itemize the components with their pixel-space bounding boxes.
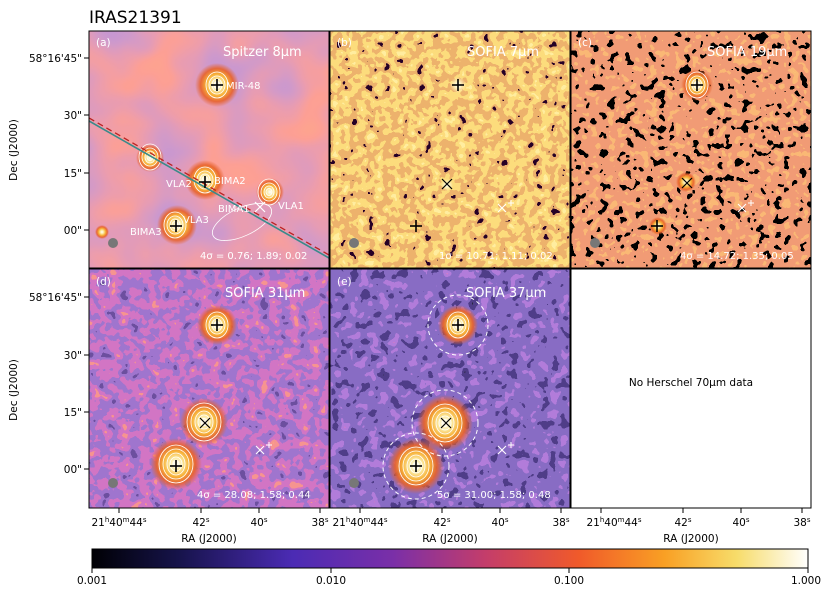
panel-d-sigma: 4σ = 28.08; 1.58; 0.44 bbox=[197, 490, 311, 501]
ra-tick-labels-e: 21h40m44s 42s 40s 38s bbox=[332, 516, 569, 529]
figure-title: IRAS21391 bbox=[89, 8, 182, 28]
ra-tick-label: 40s bbox=[732, 516, 749, 529]
no-data-text: No Herschel 70μm data bbox=[629, 377, 753, 389]
ra-tick-label: 21h40m44s bbox=[332, 516, 387, 529]
dec-axis-label-top: Dec (J2000) bbox=[8, 119, 20, 181]
ra-axis-label-d: RA (J2000) bbox=[181, 533, 236, 545]
panel-a: (a) Spitzer 8μm MIR-48 VLA2 BIMA2 BIMA1 … bbox=[89, 31, 329, 268]
panel-e-image bbox=[330, 269, 570, 508]
ra-tick-labels-d: 21h40m44s 42s 40s 38s bbox=[91, 516, 328, 529]
colorbar-gradient bbox=[91, 548, 809, 569]
ra-axis-label-f: RA (J2000) bbox=[663, 533, 718, 545]
panel-frames bbox=[88, 30, 812, 509]
panel-e-letter: (e) bbox=[337, 276, 352, 288]
panel-c-letter: (c) bbox=[578, 37, 592, 49]
ra-tick-label: 38s bbox=[793, 516, 810, 529]
dec-tick-label: 15" bbox=[64, 168, 82, 180]
dec-tick-label: 00" bbox=[64, 225, 82, 237]
panel-d-image bbox=[89, 269, 329, 508]
panel-b-letter: (b) bbox=[337, 37, 352, 49]
panel-a-sigma: 4σ = 0.76; 1.89; 0.02 bbox=[200, 251, 307, 262]
panel-b: (b) SOFIA 7μm 1σ = 10.71; 1.11; 0.02 bbox=[330, 31, 570, 268]
panel-c-image bbox=[571, 31, 811, 268]
ra-tick-label: 21h40m44s bbox=[586, 516, 641, 529]
ra-tick-label: 40s bbox=[250, 516, 267, 529]
dec-tick-label: 15" bbox=[64, 407, 82, 419]
label-vla3: VLA3 bbox=[183, 215, 209, 226]
colorbar-tick-label: 0.001 bbox=[77, 575, 107, 587]
dec-axis-label-bottom: Dec (J2000) bbox=[8, 359, 20, 421]
panel-a-band: Spitzer 8μm bbox=[223, 45, 302, 60]
colorbar-tick-label: 0.100 bbox=[554, 575, 584, 587]
dec-tick-label: 30" bbox=[64, 350, 82, 362]
colorbar: 0.001 0.010 0.100 1.000 bbox=[77, 548, 821, 587]
dec-tick-labels-bottom: 58°16'45" 30" 15" 00" bbox=[29, 292, 82, 476]
tick-marks bbox=[84, 57, 803, 513]
label-bima1: BIMA1 bbox=[218, 204, 250, 215]
panel-b-band: SOFIA 7μm bbox=[467, 45, 539, 60]
dec-tick-label: 58°16'45" bbox=[29, 292, 82, 304]
panel-f-background bbox=[571, 269, 811, 508]
panel-b-image bbox=[330, 31, 570, 268]
panel-d: (d) SOFIA 31μm 4σ = 28.08; 1.58; 0.44 bbox=[89, 269, 329, 508]
panel-e: (e) SOFIA 37μm 5σ = 31.00; 1.58; 0.48 bbox=[330, 269, 570, 508]
label-vla1: VLA1 bbox=[278, 201, 304, 212]
ra-tick-label: 38s bbox=[552, 516, 569, 529]
ra-tick-label: 40s bbox=[491, 516, 508, 529]
label-bima3: BIMA3 bbox=[130, 227, 162, 238]
panel-e-sigma: 5σ = 31.00; 1.58; 0.48 bbox=[437, 490, 551, 501]
panel-c-sigma: 4σ = 14.72; 1.35; 0.05 bbox=[680, 251, 794, 262]
dec-tick-label: 58°16'45" bbox=[29, 53, 82, 65]
ra-tick-label: 42s bbox=[674, 516, 691, 529]
ra-tick-label: 42s bbox=[192, 516, 209, 529]
label-vla2: VLA2 bbox=[166, 179, 192, 190]
panel-c: (c) SOFIA 19μm 4σ = 14.72; 1.35; 0.05 bbox=[571, 31, 811, 268]
label-bima2: BIMA2 bbox=[214, 176, 246, 187]
label-mir48: MIR-48 bbox=[226, 81, 260, 92]
ra-tick-label: 42s bbox=[433, 516, 450, 529]
panel-d-band: SOFIA 31μm bbox=[225, 286, 305, 301]
ra-tick-labels-f: 21h40m44s 42s 40s 38s bbox=[586, 516, 810, 529]
panel-d-letter: (d) bbox=[96, 276, 111, 288]
panel-c-band: SOFIA 19μm bbox=[707, 45, 787, 60]
panel-b-sigma: 1σ = 10.71; 1.11; 0.02 bbox=[439, 251, 553, 262]
panel-e-band: SOFIA 37μm bbox=[466, 286, 546, 301]
ra-tick-label: 38s bbox=[311, 516, 328, 529]
dec-tick-label: 00" bbox=[64, 464, 82, 476]
ra-tick-label: 21h40m44s bbox=[91, 516, 146, 529]
dec-tick-labels-top: 58°16'45" 30" 15" 00" bbox=[29, 53, 82, 237]
panel-f: No Herschel 70μm data bbox=[571, 269, 811, 508]
colorbar-tick-label: 1.000 bbox=[791, 575, 821, 587]
ra-axis-label-e: RA (J2000) bbox=[422, 533, 477, 545]
colorbar-ticks bbox=[91, 568, 809, 573]
dec-tick-label: 30" bbox=[64, 110, 82, 122]
panel-a-letter: (a) bbox=[96, 37, 111, 49]
colorbar-tick-label: 0.010 bbox=[316, 575, 346, 587]
